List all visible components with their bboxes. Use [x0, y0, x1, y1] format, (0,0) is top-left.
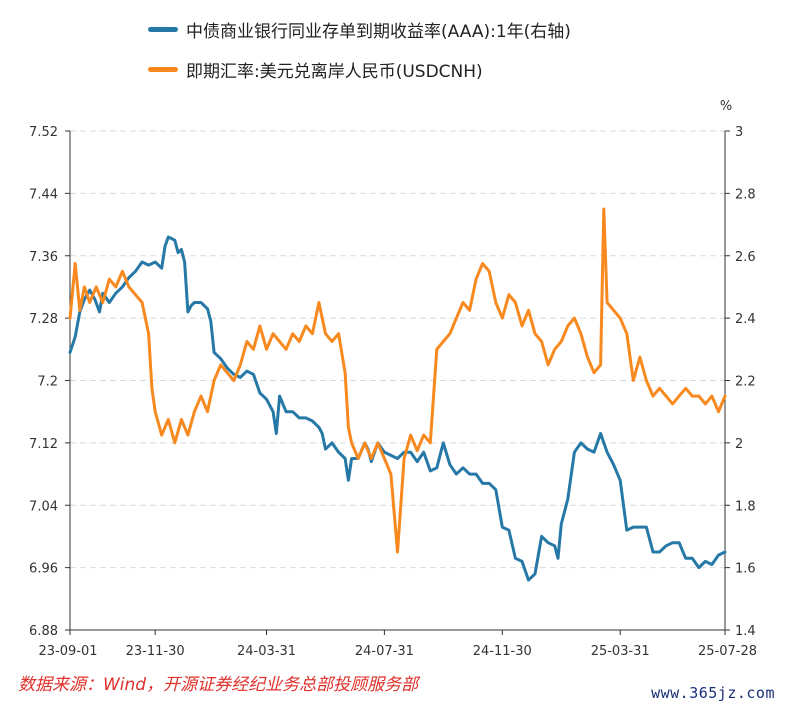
left-tick-label: 7.04	[29, 499, 58, 514]
legend-item-cd-yield[interactable]: 中债商业银行同业存单到期收益率(AAA):1年(右轴)	[148, 14, 571, 44]
left-tick-label: 7.44	[29, 187, 58, 202]
right-tick-label: 2.2	[735, 375, 756, 390]
left-tick-label: 7.12	[29, 437, 58, 452]
right-tick-label: 2	[735, 437, 743, 452]
right-tick-label: 1.6	[735, 562, 756, 577]
right-tick-label: 2.8	[735, 187, 756, 202]
x-tick-label: 25-07-28	[698, 644, 757, 659]
legend-item-usdcnh[interactable]: 即期汇率:美元兑离岸人民币(USDCNH)	[148, 54, 571, 84]
x-tick-label: 24-03-31	[237, 644, 296, 659]
source-note: 数据来源：Wind，开源证券经纪业务总部投顾服务部	[18, 675, 419, 695]
right-tick-label: 3	[735, 125, 743, 140]
series-line-usdcnh	[68, 207, 727, 554]
right-tick-label: 2.6	[735, 250, 756, 265]
left-tick-label: 7.28	[29, 312, 58, 327]
left-tick-label: 6.96	[29, 562, 58, 577]
legend-swatch-usdcnh	[148, 66, 178, 72]
x-tick-label: 25-03-31	[591, 644, 650, 659]
right-tick-label: 1.4	[735, 624, 756, 639]
x-tick-label: 24-11-30	[473, 644, 532, 659]
x-tick-label: 23-09-01	[38, 644, 97, 659]
legend-label-cd-yield: 中债商业银行同业存单到期收益率(AAA):1年(右轴)	[186, 21, 571, 42]
left-tick-label: 7.52	[29, 125, 58, 140]
right-axis-unit: %	[720, 99, 732, 114]
left-tick-label: 7.2	[37, 375, 58, 390]
chart-legend: 中债商业银行同业存单到期收益率(AAA):1年(右轴) 即期汇率:美元兑离岸人民…	[148, 14, 571, 94]
x-tick-label: 24-07-31	[355, 644, 414, 659]
axes: 7.52 7.44 7.36 7.28 7.2 7.12 7.04 6.96 6.88 3 2.8 2…	[29, 125, 757, 659]
right-tick-label: 1.8	[735, 499, 756, 514]
left-tick-label: 7.36	[29, 250, 58, 265]
series-lines	[68, 207, 727, 582]
series-line-cd-yield	[68, 235, 727, 582]
gridlines	[70, 130, 725, 569]
x-tick-label: 23-11-30	[126, 644, 185, 659]
legend-swatch-cd-yield	[148, 26, 178, 32]
left-tick-label: 6.88	[29, 624, 58, 639]
right-tick-label: 2.4	[735, 312, 756, 327]
watermark: www.365jz.com	[651, 684, 775, 702]
legend-label-usdcnh: 即期汇率:美元兑离岸人民币(USDCNH)	[186, 61, 483, 82]
